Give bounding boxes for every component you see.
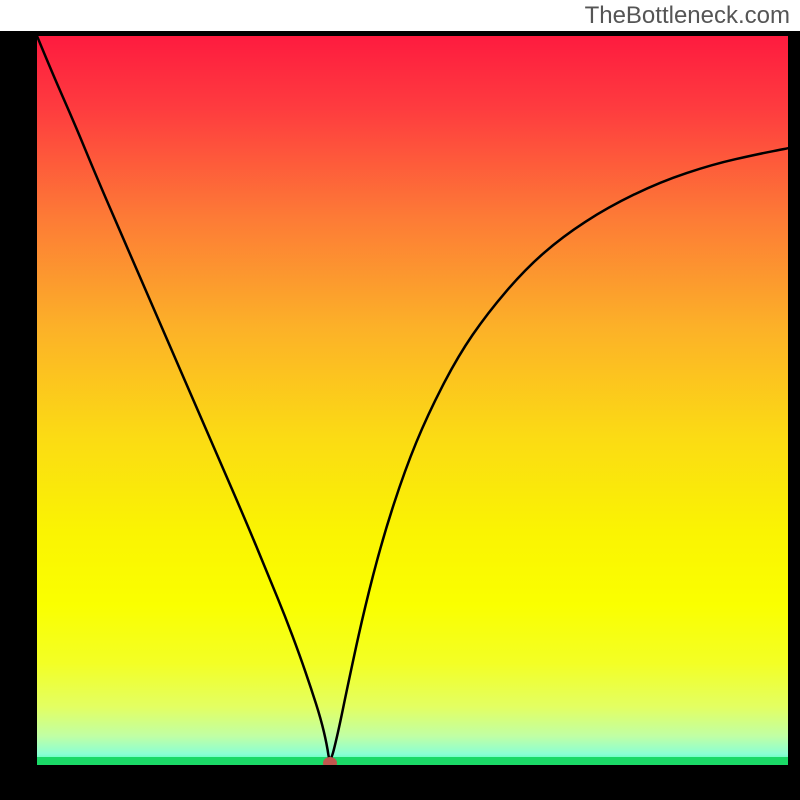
chart-frame: TheBottleneck.com: [0, 0, 800, 800]
plot-border-bottom: [0, 765, 800, 800]
plot-border-right: [788, 31, 800, 800]
bottleneck-curve-path: [37, 36, 788, 759]
minimum-marker-dot: [323, 757, 337, 765]
plot-border-top: [37, 31, 788, 36]
watermark-text: TheBottleneck.com: [585, 2, 790, 30]
bottleneck-curve: [37, 36, 788, 765]
plot-area: [37, 36, 788, 765]
plot-border-left: [0, 31, 37, 800]
